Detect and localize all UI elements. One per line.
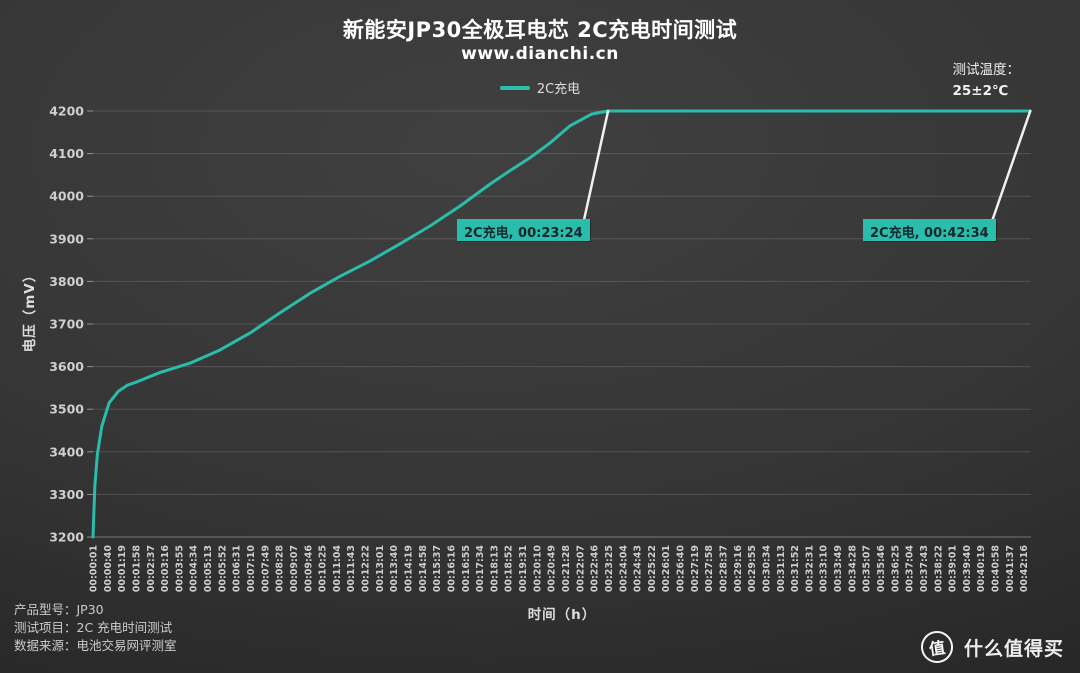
y-axis-title: 电压（mV） [22,267,38,353]
svg-text:00:22:07: 00:22:07 [575,545,586,592]
svg-text:00:39:40: 00:39:40 [962,545,973,593]
svg-text:00:13:40: 00:13:40 [389,545,400,593]
svg-text:00:24:43: 00:24:43 [633,545,644,592]
svg-text:00:23:25: 00:23:25 [604,545,615,592]
svg-text:00:19:31: 00:19:31 [518,545,529,592]
svg-text:3200: 3200 [49,530,84,545]
test-info-block: 产品型号：JP30 测试项目：2C 充电时间测试 数据来源：电池交易网评测室 [14,601,177,655]
smzdm-logo: 值 什么值得买 [918,628,1064,666]
svg-text:00:12:22: 00:12:22 [361,545,372,592]
svg-text:00:38:22: 00:38:22 [933,545,944,592]
svg-text:3700: 3700 [49,317,84,332]
svg-text:00:37:43: 00:37:43 [919,545,930,592]
svg-text:3600: 3600 [49,359,84,374]
svg-text:00:24:04: 00:24:04 [618,545,629,593]
svg-text:4100: 4100 [49,146,84,161]
svg-text:00:08:28: 00:08:28 [275,545,286,593]
svg-text:00:14:58: 00:14:58 [418,545,429,593]
svg-text:00:28:37: 00:28:37 [718,545,729,592]
svg-text:00:16:55: 00:16:55 [461,545,472,592]
svg-text:00:39:01: 00:39:01 [948,545,959,592]
svg-text:00:22:46: 00:22:46 [590,545,601,593]
svg-text:3500: 3500 [49,402,84,417]
temperature-note: 测试温度： 25±2℃ [953,60,1021,102]
svg-text:00:05:13: 00:05:13 [203,545,214,592]
page-subtitle: www.dianchi.cn [461,44,619,64]
svg-text:00:18:13: 00:18:13 [489,545,500,592]
svg-text:00:06:31: 00:06:31 [232,545,243,592]
svg-text:00:20:49: 00:20:49 [547,545,558,592]
svg-text:00:30:34: 00:30:34 [761,545,772,593]
svg-text:3800: 3800 [49,274,84,289]
info-data-source: 数据来源：电池交易网评测室 [14,638,177,653]
svg-text:00:29:55: 00:29:55 [747,545,758,592]
x-axis-title: 时间（h） [527,607,597,623]
svg-text:00:42:16: 00:42:16 [1019,545,1030,593]
svg-text:00:18:52: 00:18:52 [504,545,515,592]
svg-text:00:03:55: 00:03:55 [174,545,185,592]
svg-text:00:15:37: 00:15:37 [432,545,443,592]
svg-text:4200: 4200 [49,104,84,119]
info-product-model: 产品型号：JP30 [14,602,104,617]
svg-text:00:09:07: 00:09:07 [289,545,300,592]
zhi-badge-char: 值 [927,637,947,660]
svg-text:00:35:46: 00:35:46 [876,545,887,593]
svg-text:00:37:04: 00:37:04 [905,545,916,593]
svg-text:00:03:16: 00:03:16 [160,545,171,593]
legend-series-label: 2C充电 [536,82,581,97]
svg-text:00:16:16: 00:16:16 [446,545,457,593]
svg-text:00:07:49: 00:07:49 [260,545,271,592]
svg-text:00:40:58: 00:40:58 [991,545,1002,593]
svg-text:3400: 3400 [49,444,84,459]
legend-line-swatch [499,85,530,90]
svg-text:3900: 3900 [49,231,84,246]
svg-text:00:04:34: 00:04:34 [189,545,200,593]
svg-text:00:31:13: 00:31:13 [776,545,787,592]
svg-text:00:21:28: 00:21:28 [561,545,572,593]
svg-text:00:14:19: 00:14:19 [403,545,414,592]
page-title: 新能安JP30全极耳电芯 2C充电时间测试 [342,18,738,42]
svg-text:00:13:01: 00:13:01 [375,545,386,592]
svg-text:00:31:52: 00:31:52 [790,545,801,592]
info-test-item: 测试项目：2C 充电时间测试 [14,620,173,635]
svg-text:00:32:31: 00:32:31 [804,545,815,592]
svg-text:00:27:58: 00:27:58 [704,545,715,593]
svg-text:00:00:01: 00:00:01 [89,545,100,592]
svg-text:00:26:01: 00:26:01 [661,545,672,592]
svg-text:00:00:40: 00:00:40 [103,545,114,593]
annotation-cc-phase-end: 2C充电, 00:23:24 [457,219,590,241]
svg-text:00:07:10: 00:07:10 [246,545,257,593]
annotation-total-charge-time: 2C充电, 00:42:34 [863,219,996,241]
svg-text:00:33:10: 00:33:10 [819,545,830,593]
svg-text:00:26:40: 00:26:40 [676,545,687,593]
temperature-note-label: 测试温度： [952,62,1021,78]
svg-text:00:41:37: 00:41:37 [1005,545,1016,592]
svg-text:00:33:49: 00:33:49 [833,545,844,592]
svg-text:00:40:19: 00:40:19 [976,545,987,592]
svg-text:00:10:25: 00:10:25 [318,545,329,592]
svg-text:00:17:34: 00:17:34 [475,545,486,593]
temperature-note-value: 25±2℃ [952,83,1009,99]
svg-text:3300: 3300 [49,487,84,502]
svg-text:00:11:43: 00:11:43 [346,545,357,592]
svg-text:00:27:19: 00:27:19 [690,545,701,592]
svg-text:00:25:22: 00:25:22 [647,545,658,592]
svg-text:00:20:10: 00:20:10 [532,545,543,593]
svg-text:00:02:37: 00:02:37 [146,545,157,592]
svg-text:00:01:19: 00:01:19 [117,545,128,592]
legend: 2C充电 [0,78,1080,97]
svg-text:00:09:46: 00:09:46 [303,545,314,593]
svg-text:00:29:16: 00:29:16 [733,545,744,593]
smzdm-logo-text: 什么值得买 [963,637,1064,660]
svg-text:00:35:07: 00:35:07 [862,545,873,592]
svg-text:00:36:25: 00:36:25 [890,545,901,592]
zhi-badge-icon: 值 [918,628,956,666]
svg-text:00:05:52: 00:05:52 [217,545,228,592]
svg-text:00:11:04: 00:11:04 [332,545,343,593]
svg-text:00:34:28: 00:34:28 [847,545,858,593]
svg-text:00:01:58: 00:01:58 [131,545,142,593]
svg-text:4000: 4000 [49,189,84,204]
